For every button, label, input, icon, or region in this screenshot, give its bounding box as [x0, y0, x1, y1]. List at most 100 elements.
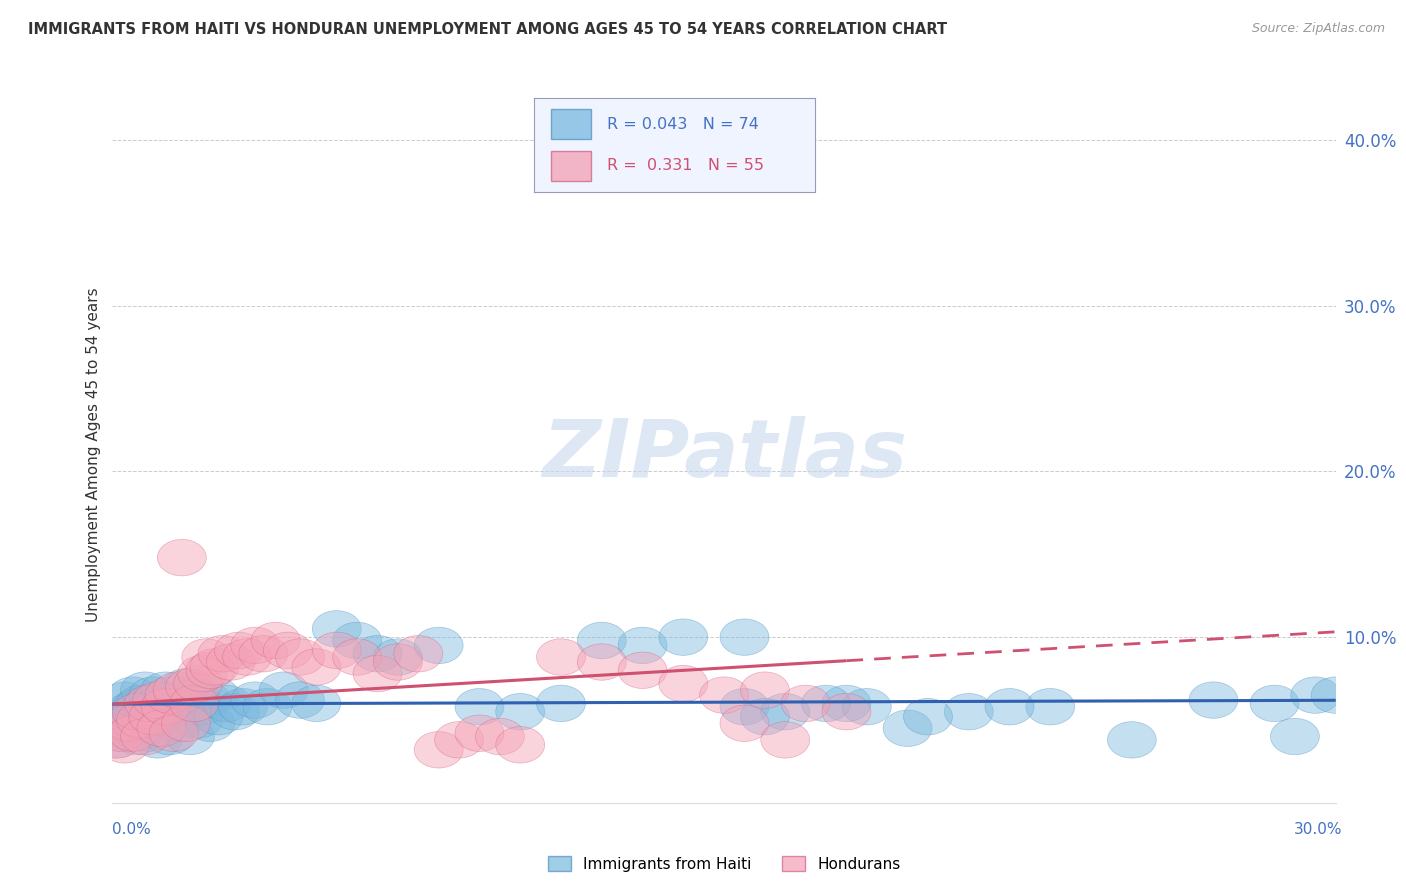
Ellipse shape [720, 705, 769, 741]
Text: IMMIGRANTS FROM HAITI VS HONDURAN UNEMPLOYMENT AMONG AGES 45 TO 54 YEARS CORRELA: IMMIGRANTS FROM HAITI VS HONDURAN UNEMPL… [28, 22, 948, 37]
Ellipse shape [166, 718, 215, 755]
Ellipse shape [93, 722, 141, 758]
Ellipse shape [112, 693, 162, 730]
Ellipse shape [121, 718, 170, 755]
Ellipse shape [162, 705, 211, 741]
Ellipse shape [153, 672, 202, 708]
Ellipse shape [117, 685, 166, 722]
Ellipse shape [170, 677, 218, 714]
Ellipse shape [202, 685, 252, 722]
Ellipse shape [100, 727, 149, 763]
Ellipse shape [136, 710, 186, 747]
Ellipse shape [496, 693, 544, 730]
Ellipse shape [578, 644, 626, 681]
Ellipse shape [292, 648, 340, 685]
Ellipse shape [537, 685, 585, 722]
Ellipse shape [112, 689, 162, 725]
Ellipse shape [243, 689, 292, 725]
Ellipse shape [415, 627, 463, 664]
Ellipse shape [1291, 677, 1340, 714]
Ellipse shape [456, 689, 503, 725]
Bar [551, 110, 591, 139]
Ellipse shape [162, 669, 211, 705]
Ellipse shape [904, 698, 952, 735]
Ellipse shape [578, 623, 626, 658]
Ellipse shape [125, 715, 174, 751]
Ellipse shape [292, 685, 340, 722]
Ellipse shape [149, 715, 198, 751]
Ellipse shape [741, 698, 789, 735]
Ellipse shape [222, 639, 271, 675]
Ellipse shape [394, 635, 443, 672]
Ellipse shape [456, 715, 503, 751]
Ellipse shape [211, 693, 259, 730]
Ellipse shape [166, 669, 215, 705]
Ellipse shape [136, 685, 186, 722]
Ellipse shape [104, 705, 153, 741]
Ellipse shape [174, 702, 222, 739]
Ellipse shape [125, 693, 174, 730]
Ellipse shape [112, 718, 162, 755]
Ellipse shape [700, 677, 748, 714]
Ellipse shape [619, 627, 666, 664]
Ellipse shape [96, 715, 145, 751]
Ellipse shape [374, 639, 422, 675]
Ellipse shape [537, 639, 585, 675]
Ellipse shape [174, 665, 222, 702]
Text: R =  0.331   N = 55: R = 0.331 N = 55 [607, 158, 765, 173]
Ellipse shape [1250, 685, 1299, 722]
Ellipse shape [96, 715, 145, 751]
Ellipse shape [239, 635, 288, 672]
Ellipse shape [170, 685, 218, 722]
Legend: Immigrants from Haiti, Hondurans: Immigrants from Haiti, Hondurans [548, 855, 900, 871]
Ellipse shape [741, 672, 789, 708]
Ellipse shape [104, 693, 153, 730]
Ellipse shape [720, 619, 769, 656]
Ellipse shape [117, 710, 166, 747]
Ellipse shape [153, 705, 202, 741]
Ellipse shape [157, 689, 207, 725]
Ellipse shape [136, 710, 186, 747]
Ellipse shape [108, 677, 157, 714]
Ellipse shape [312, 632, 361, 669]
Ellipse shape [720, 689, 769, 725]
Ellipse shape [801, 685, 851, 722]
Ellipse shape [333, 639, 381, 675]
Ellipse shape [496, 727, 544, 763]
Ellipse shape [145, 677, 194, 714]
Ellipse shape [190, 677, 239, 714]
Ellipse shape [1271, 718, 1319, 755]
Ellipse shape [181, 639, 231, 675]
Ellipse shape [218, 689, 267, 725]
Ellipse shape [132, 722, 181, 758]
Ellipse shape [141, 672, 190, 708]
Ellipse shape [93, 722, 141, 758]
Ellipse shape [1026, 689, 1074, 725]
Text: 30.0%: 30.0% [1295, 822, 1343, 837]
Ellipse shape [141, 689, 190, 725]
Ellipse shape [761, 693, 810, 730]
Ellipse shape [214, 632, 263, 669]
Ellipse shape [619, 652, 666, 689]
Ellipse shape [415, 731, 463, 768]
Ellipse shape [231, 627, 280, 664]
Ellipse shape [312, 611, 361, 647]
Ellipse shape [259, 672, 308, 708]
Ellipse shape [125, 685, 174, 722]
Text: R = 0.043   N = 74: R = 0.043 N = 74 [607, 117, 759, 132]
Ellipse shape [475, 718, 524, 755]
Ellipse shape [263, 632, 312, 669]
Ellipse shape [141, 698, 190, 735]
Ellipse shape [145, 718, 194, 755]
Ellipse shape [100, 681, 149, 718]
Ellipse shape [353, 656, 402, 692]
Ellipse shape [190, 648, 239, 685]
Ellipse shape [100, 698, 149, 735]
Ellipse shape [198, 635, 247, 672]
Ellipse shape [129, 705, 177, 741]
Y-axis label: Unemployment Among Ages 45 to 54 years: Unemployment Among Ages 45 to 54 years [86, 287, 101, 623]
Ellipse shape [117, 702, 166, 739]
Ellipse shape [132, 689, 181, 725]
Ellipse shape [194, 698, 243, 735]
Ellipse shape [659, 665, 707, 702]
